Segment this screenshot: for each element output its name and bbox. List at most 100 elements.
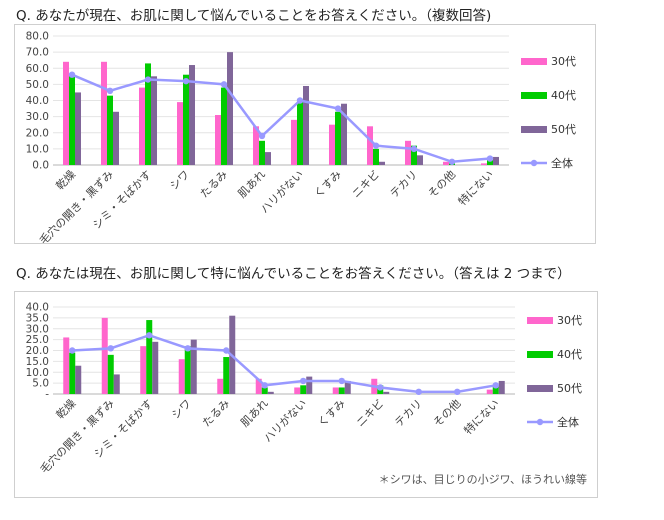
- y-tick-label: 40.0: [26, 95, 49, 107]
- x-tick-label: 毛穴の開き・黒ずみ: [37, 396, 117, 476]
- bar-40代: [69, 352, 76, 394]
- legend-label: 全体: [551, 156, 573, 170]
- legend-swatch: [530, 159, 538, 167]
- legend-label: 全体: [557, 415, 579, 429]
- legend-swatch: [536, 418, 544, 426]
- x-tick-label: くすみ: [315, 397, 348, 430]
- legend-label: 30代: [557, 314, 582, 327]
- bar-30代: [481, 163, 487, 165]
- x-tick-label: シワ: [169, 397, 194, 422]
- line-point: [338, 377, 345, 385]
- line-point: [454, 388, 461, 396]
- bar-30代: [294, 387, 301, 394]
- x-tick-label: たるみ: [198, 168, 231, 201]
- bar-40代: [183, 74, 189, 165]
- bar-50代: [75, 365, 82, 394]
- legend-label: 50代: [557, 382, 582, 395]
- y-tick-label: 70.0: [26, 47, 49, 59]
- legend-swatch: [521, 92, 547, 99]
- bar-30代: [63, 337, 70, 394]
- bar-40代: [69, 74, 75, 165]
- bar-30代: [443, 161, 449, 165]
- line-point: [492, 382, 499, 389]
- bar-30代: [177, 102, 183, 165]
- bar-50代: [152, 341, 159, 394]
- y-tick-label: 20.0: [26, 127, 49, 139]
- legend-swatch: [527, 385, 553, 392]
- line-point: [144, 76, 152, 83]
- line-point: [377, 384, 384, 391]
- bar-50代: [493, 156, 499, 165]
- line-point: [107, 345, 114, 352]
- bar-40代: [223, 357, 230, 394]
- line-point: [182, 77, 190, 85]
- bar-40代: [107, 354, 114, 394]
- y-tick-label: 50.0: [26, 79, 49, 91]
- bar-50代: [379, 161, 385, 165]
- bar-30代: [329, 124, 335, 165]
- bar-40代: [373, 148, 379, 165]
- bar-40代: [145, 63, 151, 165]
- y-tick-label: 10.0: [26, 367, 49, 379]
- bar-40代: [221, 87, 227, 165]
- legend-swatch: [527, 351, 553, 358]
- y-tick-label: 25.0: [26, 334, 49, 346]
- legend-label: 30代: [551, 55, 576, 68]
- x-tick-label: その他: [431, 397, 464, 430]
- bar-50代: [344, 380, 351, 394]
- legend-label: 50代: [551, 123, 576, 136]
- bar-50代: [151, 76, 157, 165]
- y-tick-label: 35.0: [26, 312, 49, 324]
- bar-40代: [297, 98, 303, 165]
- line-point: [106, 87, 114, 95]
- x-tick-label: くすみ: [312, 168, 345, 201]
- x-tick-label: シワ: [167, 168, 192, 193]
- bar-50代: [75, 92, 81, 165]
- bar-30代: [215, 115, 221, 165]
- bar-50代: [498, 380, 505, 394]
- line-point: [184, 345, 191, 352]
- line-point: [296, 97, 304, 104]
- bar-30代: [140, 346, 147, 394]
- line-point: [372, 142, 380, 149]
- x-tick-label: ニキビ: [350, 168, 383, 201]
- line-point: [486, 155, 494, 162]
- bar-30代: [101, 61, 107, 165]
- legend-swatch: [521, 58, 547, 65]
- bar-50代: [383, 391, 390, 394]
- bar-50代: [190, 339, 197, 394]
- x-tick-label: テカリ: [392, 397, 425, 430]
- bar-50代: [227, 52, 233, 165]
- x-tick-label: 肌あれ: [236, 168, 269, 201]
- y-tick-label: 15.0: [26, 356, 49, 368]
- line-point: [69, 347, 76, 354]
- bar-40代: [487, 160, 493, 165]
- bar-40代: [300, 385, 307, 394]
- line-point: [410, 145, 418, 153]
- bar-40代: [335, 111, 341, 165]
- y-tick-label: 10.0: [26, 143, 49, 155]
- chart-2-note: ＊シワは、目じりの小ジワ、ほうれい線等: [378, 473, 587, 486]
- line-point: [448, 158, 456, 165]
- bar-50代: [189, 65, 195, 165]
- bar-30代: [178, 359, 185, 394]
- chart-2-svg: -5.010.015.020.025.030.035.040.0 乾燥毛穴の開き・…: [26, 302, 582, 477]
- legend-swatch: [527, 317, 553, 324]
- bar-50代: [265, 152, 271, 165]
- y-tick-label: 80.0: [26, 31, 49, 43]
- bar-50代: [113, 111, 119, 165]
- bar-40代: [261, 387, 268, 394]
- line-point: [220, 81, 228, 88]
- y-tick-label: 5.0: [32, 378, 49, 390]
- x-tick-label: たるみ: [200, 397, 233, 430]
- line-point: [300, 377, 307, 385]
- y-tick-label: 40.0: [26, 302, 49, 314]
- bar-30代: [332, 387, 339, 394]
- bar-30代: [139, 87, 145, 165]
- bar-30代: [367, 126, 373, 165]
- bar-40代: [107, 95, 113, 165]
- chart-1-box: 0.0 10.0 20.0 30.0 40.0 50.0 60.0 70.0 80.0 乾燥 毛穴の…: [14, 24, 596, 244]
- legend-label: 40代: [551, 89, 576, 102]
- line-series: [71, 73, 491, 164]
- x-tick-label: 乾燥: [54, 397, 79, 422]
